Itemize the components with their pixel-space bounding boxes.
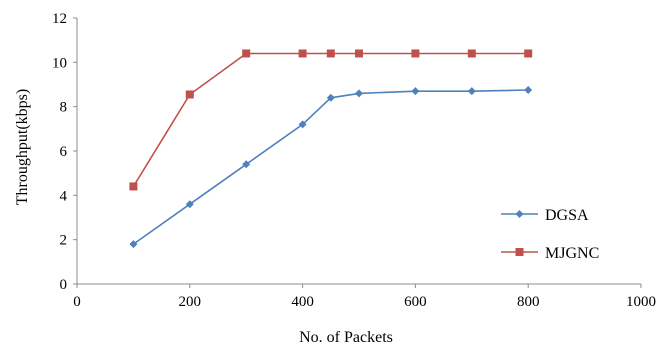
data-point-dgsa (298, 120, 307, 129)
data-point-mjgnc (524, 49, 533, 58)
x-tick-label: 0 (73, 294, 81, 310)
x-tick-label: 400 (291, 294, 314, 310)
data-point-dgsa (411, 87, 420, 96)
legend-label: MJGNC (545, 245, 599, 262)
series-line-mjgnc (132, 52, 529, 187)
y-tick-label: 8 (60, 100, 68, 116)
y-axis-title: Throughput(kbps) (14, 89, 31, 205)
data-point-dgsa (355, 89, 363, 98)
data-point-mjgnc (298, 49, 307, 58)
legend-marker (515, 248, 524, 256)
legend: DGSA MJGNC (501, 207, 599, 262)
legend-item-mjgnc: MJGNC (501, 245, 599, 262)
y-tick-label: 10 (52, 55, 67, 71)
series-line-dgsa (132, 89, 529, 245)
legend-label: DGSA (545, 207, 589, 224)
data-point-dgsa (524, 86, 533, 95)
series-dgsa (129, 86, 533, 249)
data-point-dgsa (242, 160, 251, 169)
x-tick-label: 600 (404, 294, 427, 310)
legend-marker (515, 210, 524, 218)
data-point-mjgnc (467, 49, 476, 58)
data-point-dgsa (467, 87, 476, 96)
data-point-dgsa (129, 240, 138, 249)
data-point-mjgnc (129, 182, 138, 191)
legend-item-dgsa: DGSA (501, 207, 589, 224)
data-point-mjgnc (355, 49, 363, 58)
data-point-dgsa (185, 200, 194, 209)
data-point-mjgnc (411, 49, 420, 58)
series-layer (129, 49, 533, 249)
data-point-dgsa (326, 93, 335, 102)
x-tick-label: 800 (517, 294, 540, 310)
series-mjgnc (129, 49, 533, 191)
y-tick-label: 6 (60, 144, 68, 160)
data-point-mjgnc (242, 49, 251, 58)
y-tick-label: 12 (52, 11, 67, 27)
data-point-mjgnc (326, 49, 335, 58)
x-tick-label: 1000 (626, 294, 656, 310)
x-axis-title: No. of Packets (299, 329, 393, 346)
y-tick-label: 4 (60, 188, 68, 204)
y-tick-label: 2 (60, 233, 68, 249)
tick-labels: 0 2 4 6 8 10 12 0 200 400 600 800 1000 (52, 11, 656, 310)
axes (73, 17, 642, 288)
y-tick-label: 0 (60, 277, 68, 293)
x-tick-label: 200 (179, 294, 202, 310)
data-point-mjgnc (185, 90, 194, 99)
